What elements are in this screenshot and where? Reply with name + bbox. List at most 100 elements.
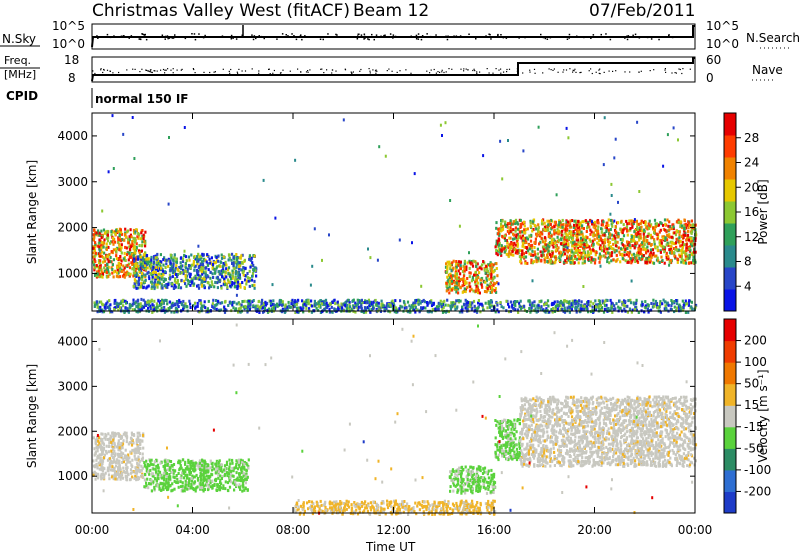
heat-cell [670, 304, 673, 307]
heat-cell [532, 260, 536, 264]
heat-cell [399, 304, 402, 308]
heat-cell [169, 261, 172, 265]
heat-cell [176, 303, 179, 307]
heat-cell [207, 268, 210, 272]
heat-cell [506, 244, 509, 248]
heat-cell [621, 243, 624, 247]
heat-cell [609, 228, 612, 231]
nsearch-dot [287, 35, 289, 37]
heat-cell [558, 251, 561, 255]
heat-cell [102, 260, 105, 264]
heat-cell [137, 267, 141, 271]
nave-dot [320, 68, 322, 70]
heat-cell [132, 236, 135, 240]
heat-cell [647, 222, 650, 226]
heat-cell [195, 260, 199, 264]
nsearch-dot [544, 37, 547, 40]
heat-cell [605, 308, 608, 312]
nsearch-dot [383, 34, 385, 37]
heat-cell [568, 305, 571, 309]
heat-cell [383, 308, 386, 311]
heat-cell [239, 306, 242, 310]
heat-cell [96, 270, 99, 274]
heat-cell [528, 303, 532, 307]
heat-cell [315, 306, 318, 310]
heat-cell [603, 233, 606, 237]
heat-cell [431, 308, 434, 312]
heat-cell [189, 302, 192, 306]
heat-cell [562, 248, 565, 252]
heat-cell [125, 264, 128, 268]
heat-cell [546, 260, 549, 264]
heat-cell [385, 304, 388, 308]
heat-cell [568, 249, 571, 252]
heat-cell [627, 254, 630, 258]
heat-cell [639, 222, 642, 226]
heat-cell [646, 260, 649, 264]
colorbar-tick-label: 12 [744, 230, 759, 244]
heat-cell [110, 250, 113, 253]
nave-dot [665, 71, 667, 73]
heat-cell [478, 291, 481, 295]
heat-cell [458, 224, 461, 228]
heat-cell [583, 304, 586, 308]
nsearch-dot [322, 38, 324, 41]
heat-cell [352, 298, 355, 302]
heat-cell [230, 283, 234, 287]
heat-cell [579, 221, 582, 225]
heat-cell [607, 218, 610, 222]
heat-cell [573, 261, 576, 265]
heat-cell [671, 301, 674, 305]
heat-cell [480, 283, 483, 287]
nave-dot [149, 69, 151, 71]
heat-cell [463, 265, 466, 269]
heat-cell [500, 249, 503, 253]
heat-cell [165, 262, 168, 266]
nsearch-dot [164, 35, 167, 38]
nave-dot [542, 72, 544, 74]
nsearch-dot [145, 38, 148, 41]
heat-cell [99, 459, 102, 463]
nave-dot [467, 69, 469, 71]
heat-cell [213, 261, 216, 265]
heat-cell [356, 298, 359, 302]
nave-dot [405, 69, 407, 71]
heat-cell [311, 264, 314, 268]
heat-cell [497, 243, 501, 247]
heat-cell [129, 471, 133, 475]
heat-cell [123, 232, 127, 236]
heat-cell [224, 282, 227, 286]
heat-cell [171, 303, 174, 307]
heat-cell [496, 239, 499, 243]
nave-dot [506, 71, 508, 73]
heat-cell [586, 243, 589, 247]
heat-cell [216, 302, 219, 306]
heat-cell [144, 273, 147, 277]
heat-cell [683, 224, 686, 228]
heat-cell [196, 262, 199, 266]
heat-cell [650, 243, 653, 246]
heat-cell [154, 277, 157, 281]
heat-cell [148, 264, 151, 268]
heat-cell [496, 281, 499, 285]
heat-cell [490, 266, 493, 270]
heat-cell [564, 248, 568, 252]
heat-cell [437, 307, 440, 311]
heat-cell [576, 248, 579, 252]
heat-cell [692, 261, 695, 265]
heat-cell [554, 305, 557, 309]
heat-cell [574, 255, 577, 258]
heat-cell [150, 260, 153, 264]
heat-cell [664, 304, 667, 308]
nsearch-dot [172, 37, 175, 39]
heat-cell [547, 232, 550, 236]
heat-cell [475, 287, 478, 291]
heat-cell [532, 253, 535, 257]
heat-cell [641, 300, 644, 304]
heat-cell [582, 249, 585, 253]
heat-cell [586, 250, 589, 254]
heat-cell [119, 444, 122, 448]
heat-cell [152, 285, 155, 289]
nave-dot [563, 69, 565, 71]
heat-cell [482, 260, 485, 263]
